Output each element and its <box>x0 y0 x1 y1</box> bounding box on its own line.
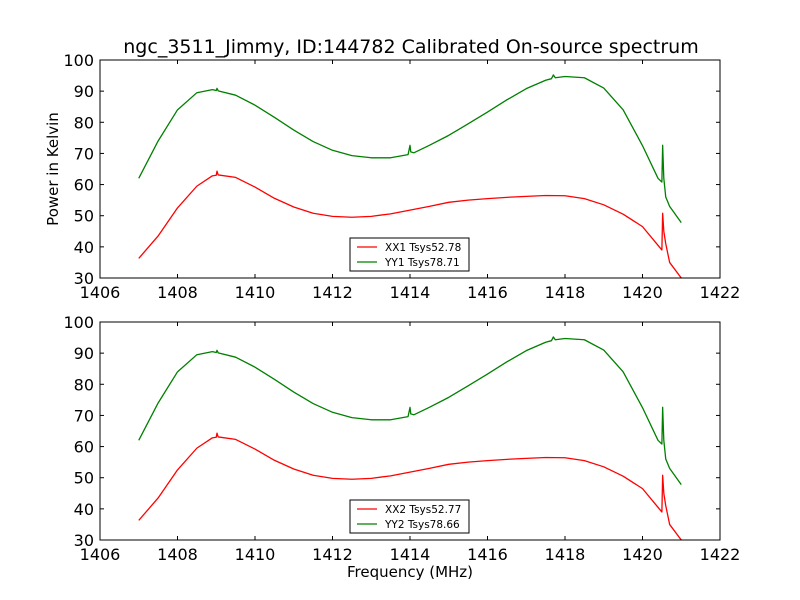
y-tick-label: 80 <box>74 113 94 132</box>
x-tick-label: 1418 <box>545 545 586 564</box>
top-panel: 1406 1408 1410 1412 1414 1416 1418 1420 1422 30 40… <box>44 51 740 302</box>
y-tick-label: 40 <box>74 238 94 257</box>
x-tick-label: 1408 <box>157 283 198 302</box>
y-tick-label: 60 <box>74 438 94 457</box>
legend-label-1: XX2 Tsys52.77 <box>385 504 461 516</box>
x-tick-label: 1412 <box>312 545 353 564</box>
y-tick-label: 70 <box>74 144 94 163</box>
x-tick-label: 1410 <box>235 545 276 564</box>
legend-label-2: YY1 Tsys78.71 <box>384 257 460 269</box>
x-tick-label: 1410 <box>235 283 276 302</box>
y-tick-label: 50 <box>74 207 94 226</box>
legend-label-1: XX1 Tsys52.78 <box>385 242 461 254</box>
bottom-panel: 1406 1408 1410 1412 1414 1416 1418 1420 1422 30 40… <box>63 313 740 581</box>
y-tick-label: 50 <box>74 469 94 488</box>
x-tick-label: 1406 <box>80 545 121 564</box>
y-tick-label: 70 <box>74 406 94 425</box>
x-tick-label: 1418 <box>545 283 586 302</box>
x-axis-label: Frequency (MHz) <box>347 563 473 581</box>
series-line-1-2 <box>138 74 682 223</box>
x-tick-label: 1416 <box>467 283 508 302</box>
series-line-2-1 <box>138 432 682 540</box>
legend: XX2 Tsys52.77 YY2 Tsys78.66 <box>349 499 470 534</box>
x-tick-label: 1420 <box>622 545 663 564</box>
y-tick-label: 100 <box>63 313 94 332</box>
figure-title: ngc_3511_Jimmy, ID:144782 Calibrated On-… <box>123 36 698 58</box>
y-tick-label: 60 <box>74 176 94 195</box>
legend-label-2: YY2 Tsys78.66 <box>384 519 460 531</box>
legend: XX1 Tsys52.78 YY1 Tsys78.71 <box>349 237 470 272</box>
x-tick-label: 1422 <box>700 545 741 564</box>
x-tick-label: 1416 <box>467 545 508 564</box>
y-tick-label: 30 <box>74 269 94 288</box>
x-tick-label: 1422 <box>700 283 741 302</box>
series-line-1-1 <box>138 170 682 278</box>
y-axis-label: Power in Kelvin <box>44 112 62 226</box>
y-tick-label: 100 <box>63 51 94 70</box>
legend-box <box>349 499 470 534</box>
x-tick-label: 1414 <box>390 283 431 302</box>
y-tick-label: 90 <box>74 82 94 101</box>
x-tick-label: 1420 <box>622 283 663 302</box>
x-tick-label: 1412 <box>312 283 353 302</box>
y-tick-label: 30 <box>74 531 94 550</box>
legend-box <box>349 237 470 272</box>
y-tick-label: 90 <box>74 344 94 363</box>
x-tick-label: 1414 <box>390 545 431 564</box>
x-tick-label: 1408 <box>157 545 198 564</box>
series-line-2-2 <box>138 336 682 485</box>
y-tick-label: 80 <box>74 375 94 394</box>
y-tick-label: 40 <box>74 500 94 519</box>
x-tick-label: 1406 <box>80 283 121 302</box>
